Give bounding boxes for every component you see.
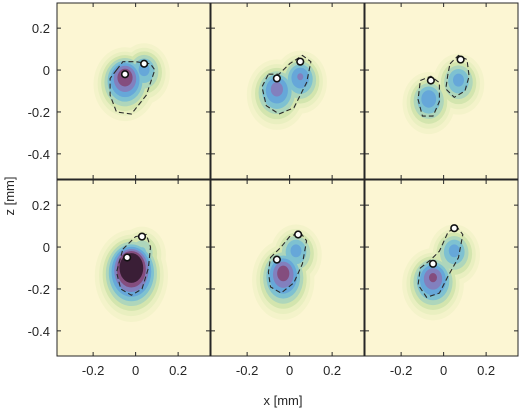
panel-5 [211,180,364,356]
y-tick-label: 0.2 [32,21,50,36]
x-tick-label: 0.2 [477,363,495,378]
source-marker [272,74,281,83]
x-tick-labels: -0.2 0 0.2 -0.2 0 0.2 -0.2 0 0.2 [82,363,495,378]
panel-4 [57,180,210,356]
intensity-level [297,73,304,81]
y-tick-label: -0.4 [28,324,50,339]
source-marker [140,59,149,68]
source-marker [294,230,303,239]
dashed-contour [261,54,312,115]
dashed-contour [115,233,152,296]
source-marker [450,224,459,233]
y-tick-label: 0 [43,63,50,78]
y-tick-label: -0.2 [28,282,50,297]
panel-frame [56,179,211,357]
panel-frame [364,2,519,180]
panel-3 [365,3,518,179]
x-tick-label: -0.2 [236,363,258,378]
source-marker [456,55,465,64]
source-marker [123,253,132,262]
intensity-level [277,265,290,282]
x-tick-label: 0.2 [169,363,187,378]
panel-frame [210,179,365,357]
panel-frame [210,2,365,180]
y-axis-label: z [mm] [2,177,17,216]
panel-frame [56,2,211,180]
x-tick-label: -0.2 [390,363,412,378]
x-axis-label: x [mm] [264,393,303,408]
dashed-contour [109,61,156,115]
dashed-contour [267,231,308,294]
x-tick-label: -0.2 [82,363,104,378]
x-tick-label: 0.2 [323,363,341,378]
source-marker [296,57,305,66]
panel-2 [211,3,364,179]
source-marker [426,76,435,85]
x-tick-label: 0 [440,363,447,378]
x-tick-label: 0 [132,363,139,378]
intensity-level [429,272,437,283]
y-tick-label: 0 [43,240,50,255]
intensity-level [453,73,464,87]
panel-6 [365,180,518,356]
y-tick-label: 0.2 [32,198,50,213]
intensity-level [270,82,283,97]
source-marker [272,255,281,264]
intensity-level [448,244,460,258]
intensity-field [402,224,481,321]
x-tick-label: 0 [286,363,293,378]
dashed-contour [417,225,464,298]
intensity-level [290,244,302,258]
axes-frame [56,2,519,357]
source-marker [120,70,130,79]
panels [57,3,518,356]
source-marker [428,259,438,268]
panel-frame [364,179,519,357]
intensity-level [421,90,437,108]
y-tick-label: -0.2 [28,105,50,120]
intensity-field [252,224,322,320]
source-marker [137,232,147,241]
intensity-field [402,53,485,135]
dashed-contour [417,75,440,117]
panel-1 [57,3,210,179]
y-tick-label: -0.4 [28,147,50,162]
y-tick-labels: 0.2 0 -0.2 -0.4 0.2 0 -0.2 -0.4 [28,21,50,339]
